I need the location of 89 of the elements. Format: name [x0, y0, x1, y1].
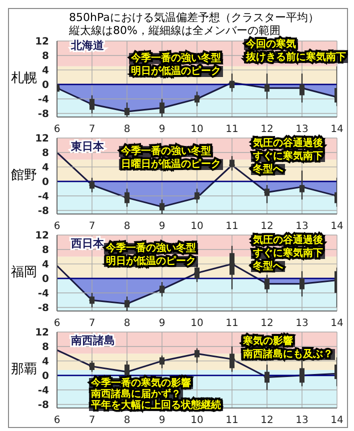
- y-tick-label: -8: [38, 108, 50, 120]
- x-tick-label: 10: [190, 318, 204, 330]
- y-tick-label: 8: [42, 51, 50, 62]
- y-tick-label: 8: [42, 342, 50, 354]
- x-tick-label: 9: [158, 221, 166, 232]
- x-tick-label: 11: [226, 318, 238, 330]
- y-tick-label: 12: [35, 230, 50, 242]
- y-tick-label: 0: [42, 274, 50, 285]
- annotation: 南西諸島にも及ぶ？: [241, 349, 335, 360]
- y-tick-label: -8: [38, 302, 50, 314]
- x-tick-label: 11: [226, 415, 238, 426]
- x-tick-label: 9: [158, 415, 166, 426]
- annotation: 冬型へ: [251, 164, 285, 175]
- y-tick-label: 8: [42, 245, 50, 256]
- y-axis-title: 札幌: [11, 70, 37, 87]
- y-tick-label: -8: [38, 206, 50, 217]
- x-tick-label: 7: [88, 318, 96, 330]
- x-tick-label: 13: [296, 221, 308, 232]
- x-tick-label: 6: [54, 124, 60, 136]
- annotation: 東日本: [71, 140, 104, 153]
- x-tick-label: 9: [158, 124, 166, 136]
- x-tick-label: 7: [88, 221, 96, 232]
- annotation: 今回の寒気: [244, 39, 298, 50]
- x-tick-label: 7: [88, 415, 96, 426]
- x-tick-label: 13: [296, 318, 308, 330]
- chart-title: 850hPaにおける気温偏差予想（クラスター平均）: [69, 11, 320, 24]
- y-tick-label: -4: [38, 94, 50, 106]
- y-tick-label: 4: [42, 260, 50, 270]
- y-tick-label: 4: [42, 162, 50, 174]
- annotation: すぐに寒気南下: [251, 151, 325, 162]
- x-tick-label: 9: [158, 318, 166, 330]
- y-tick-label: -8: [38, 400, 50, 411]
- annotation: 明日が低温のピーク: [104, 256, 198, 267]
- x-tick-label: 13: [296, 415, 308, 426]
- y-tick-label: 0: [42, 370, 50, 382]
- annotation: すぐに寒気南下: [251, 248, 325, 259]
- x-tick-label: 12: [260, 124, 274, 136]
- annotation: 北海道: [71, 39, 104, 52]
- x-tick-label: 10: [190, 221, 204, 232]
- annotation: 気圧の谷通過後: [251, 138, 325, 149]
- x-tick-label: 8: [124, 124, 130, 136]
- y-tick-label: -4: [38, 191, 50, 202]
- x-tick-label: 8: [124, 318, 130, 330]
- y-tick-label: 0: [42, 80, 50, 91]
- annotation: 平年を大幅に上回る状態継続: [89, 400, 223, 411]
- y-tick-label: 4: [42, 66, 50, 76]
- annotation: 日曜日が低温のピーク: [119, 159, 223, 170]
- y-tick-label: -4: [38, 288, 50, 300]
- x-tick-label: 6: [54, 415, 60, 426]
- annotation: 今季一番の寒気の影響: [89, 378, 193, 389]
- y-axis-title: 館野: [11, 167, 37, 184]
- x-tick-label: 14: [330, 124, 344, 136]
- annotation: 今季一番の強い冬型: [119, 146, 213, 157]
- annotation: 南西諸島: [71, 334, 115, 347]
- y-tick-label: 12: [35, 328, 50, 339]
- x-tick-label: 14: [330, 415, 344, 426]
- x-tick-label: 14: [330, 221, 344, 232]
- x-tick-label: 10: [190, 415, 204, 426]
- annotation: 気圧の谷通過後: [251, 235, 325, 246]
- y-tick-label: 8: [42, 148, 50, 160]
- x-tick-label: 11: [226, 124, 238, 136]
- x-tick-label: 10: [190, 124, 204, 136]
- y-tick-label: 4: [42, 356, 50, 368]
- x-tick-label: 11: [226, 221, 238, 232]
- x-tick-label: 6: [54, 221, 60, 232]
- y-axis-title: 那覇: [11, 361, 37, 378]
- annotation: 南西諸島に届かず？: [89, 389, 183, 400]
- annotation: 今季一番の強い冬型: [129, 53, 223, 64]
- x-tick-label: 8: [124, 415, 130, 426]
- x-tick-label: 8: [124, 221, 130, 232]
- x-tick-label: 12: [260, 318, 274, 330]
- annotation: 西日本: [71, 237, 104, 250]
- y-tick-label: 0: [42, 176, 50, 188]
- y-axis-title: 福岡: [11, 264, 37, 281]
- chart-subtitle: 縦太線は80%，縦細線は全メンバーの範囲: [69, 24, 282, 37]
- annotation: 抜けきる前に寒気南下: [244, 52, 348, 63]
- annotation: 冬型へ: [251, 261, 285, 272]
- x-tick-label: 6: [54, 318, 60, 330]
- annotation: 今季一番の強い冬型: [104, 243, 198, 254]
- y-tick-label: 12: [35, 36, 50, 48]
- annotation: 明日が低温のピーク: [129, 66, 223, 77]
- x-tick-label: 13: [296, 124, 308, 136]
- x-tick-label: 12: [260, 415, 274, 426]
- y-tick-label: 12: [35, 134, 50, 145]
- x-tick-label: 14: [330, 318, 344, 330]
- x-tick-label: 12: [260, 221, 274, 232]
- annotation: 寒気の影響: [241, 336, 295, 347]
- y-tick-label: -4: [38, 385, 50, 396]
- x-tick-label: 7: [88, 124, 96, 136]
